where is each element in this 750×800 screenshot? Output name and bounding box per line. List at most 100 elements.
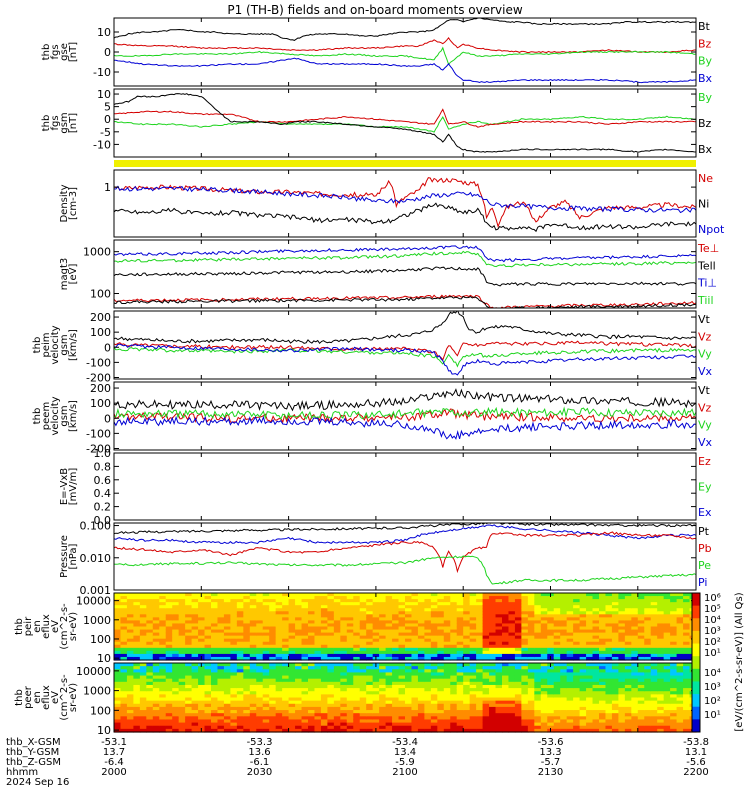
spectrogram-cell	[217, 599, 225, 603]
spectrogram-cell	[527, 623, 535, 628]
spectrogram-cell	[223, 593, 231, 597]
spectrogram-cell	[469, 611, 477, 615]
spectrogram-cell	[514, 675, 522, 680]
colorbar-segment	[692, 605, 700, 619]
spectrogram-cell	[644, 681, 652, 686]
spectrogram-cell	[469, 697, 477, 702]
spectrogram-cell	[644, 722, 652, 727]
spectrogram-cell	[146, 663, 154, 667]
spectrogram-cell	[644, 635, 652, 640]
spectrogram-cell	[333, 602, 341, 606]
spectrogram-cell	[172, 675, 180, 680]
spectrogram-cell	[683, 647, 691, 652]
y-axis-label: en	[32, 620, 43, 633]
spectrogram-cell	[502, 629, 510, 634]
spectrogram-cell	[126, 672, 134, 677]
spectrogram-cell	[611, 672, 619, 677]
spectrogram-cell	[683, 716, 691, 721]
spectrogram-cell	[366, 623, 374, 628]
spectrogram-cell	[340, 716, 348, 721]
spectrogram-cell	[527, 666, 535, 670]
spectrogram-cell	[152, 596, 160, 600]
spectrogram-cell	[185, 703, 193, 708]
spectrogram-cell	[236, 672, 244, 677]
spectrogram-cell	[114, 700, 122, 705]
spectrogram-cell	[670, 620, 678, 625]
spectrogram-cell	[366, 599, 374, 603]
spectrogram-cell	[514, 656, 522, 661]
spectrogram-cell	[482, 688, 490, 692]
spectrogram-cell	[282, 669, 290, 674]
spectrogram-cell	[482, 700, 490, 705]
spectrogram-cell	[379, 663, 387, 667]
spectrogram-cell	[223, 605, 231, 609]
spectrogram-cell	[114, 710, 122, 714]
spectrogram-cell	[288, 713, 296, 717]
spectrogram-cell	[527, 713, 535, 717]
spectrogram-cell	[482, 678, 490, 683]
spectrogram-cell	[624, 681, 632, 686]
spectrogram-cell	[411, 691, 419, 695]
spectrogram-cell	[586, 641, 594, 646]
spectrogram-cell	[262, 653, 270, 658]
spectrogram-cell	[191, 700, 199, 705]
spectrogram-cell	[269, 710, 277, 714]
spectrogram-cell	[366, 684, 374, 689]
spectrogram-cell	[288, 635, 296, 640]
spectrogram-cell	[430, 700, 438, 705]
spectrogram-cell	[566, 650, 574, 655]
spectrogram-cell	[514, 663, 522, 667]
spectrogram-cell	[372, 697, 380, 702]
spectrogram-cell	[243, 638, 251, 643]
spectrogram-cell	[320, 697, 328, 702]
spectrogram-cell	[114, 694, 122, 699]
spectrogram-cell	[249, 681, 257, 686]
spectrogram-cell	[579, 678, 587, 683]
spectrogram-cell	[236, 719, 244, 724]
spectrogram-cell	[592, 650, 600, 655]
spectrogram-cell	[379, 647, 387, 652]
spectrogram-cell	[566, 644, 574, 649]
spectrogram-cell	[637, 623, 645, 628]
spectrogram-cell	[308, 722, 316, 727]
spectrogram-cell	[463, 602, 471, 606]
spectrogram-cell	[133, 614, 141, 618]
spectrogram-cell	[262, 596, 270, 600]
spectrogram-cell	[249, 703, 257, 708]
spectrogram-cell	[502, 681, 510, 686]
spectrogram-cell	[521, 635, 529, 640]
spectrogram-cell	[269, 617, 277, 622]
spectrogram-cell	[482, 617, 490, 622]
spectrogram-cell	[120, 608, 128, 612]
spectrogram-cell	[579, 700, 587, 705]
spectrogram-cell	[320, 710, 328, 714]
spectrogram-cell	[631, 605, 639, 609]
spectrogram-cell	[605, 617, 613, 622]
spectrogram-cell	[657, 678, 665, 683]
spectrogram-cell	[566, 626, 574, 631]
spectrogram-cell	[204, 725, 212, 730]
spectrogram-cell	[547, 722, 555, 727]
spectrogram-cell	[211, 725, 219, 730]
spectrogram-cell	[670, 656, 678, 661]
spectrogram-cell	[417, 593, 425, 597]
spectrogram-cell	[527, 691, 535, 695]
spectrogram-cell	[133, 666, 141, 670]
spectrogram-cell	[437, 710, 445, 714]
spectrogram-cell	[502, 722, 510, 727]
spectrogram-cell	[366, 647, 374, 652]
spectrogram-cell	[502, 620, 510, 625]
spectrogram-cell	[663, 614, 671, 618]
spectrogram-cell	[463, 647, 471, 652]
spectrogram-cell	[579, 596, 587, 600]
spectrogram-cell	[631, 641, 639, 646]
spectrogram-cell	[573, 626, 581, 631]
spectrogram-cell	[165, 672, 173, 677]
spectrogram-cell	[159, 710, 167, 714]
spectrogram-cell	[340, 629, 348, 634]
spectrogram-cell	[275, 710, 283, 714]
spectrogram-cell	[288, 691, 296, 695]
spectrogram-cell	[308, 653, 316, 658]
spectrogram-cell	[275, 725, 283, 730]
spectrogram-cell	[223, 669, 231, 674]
